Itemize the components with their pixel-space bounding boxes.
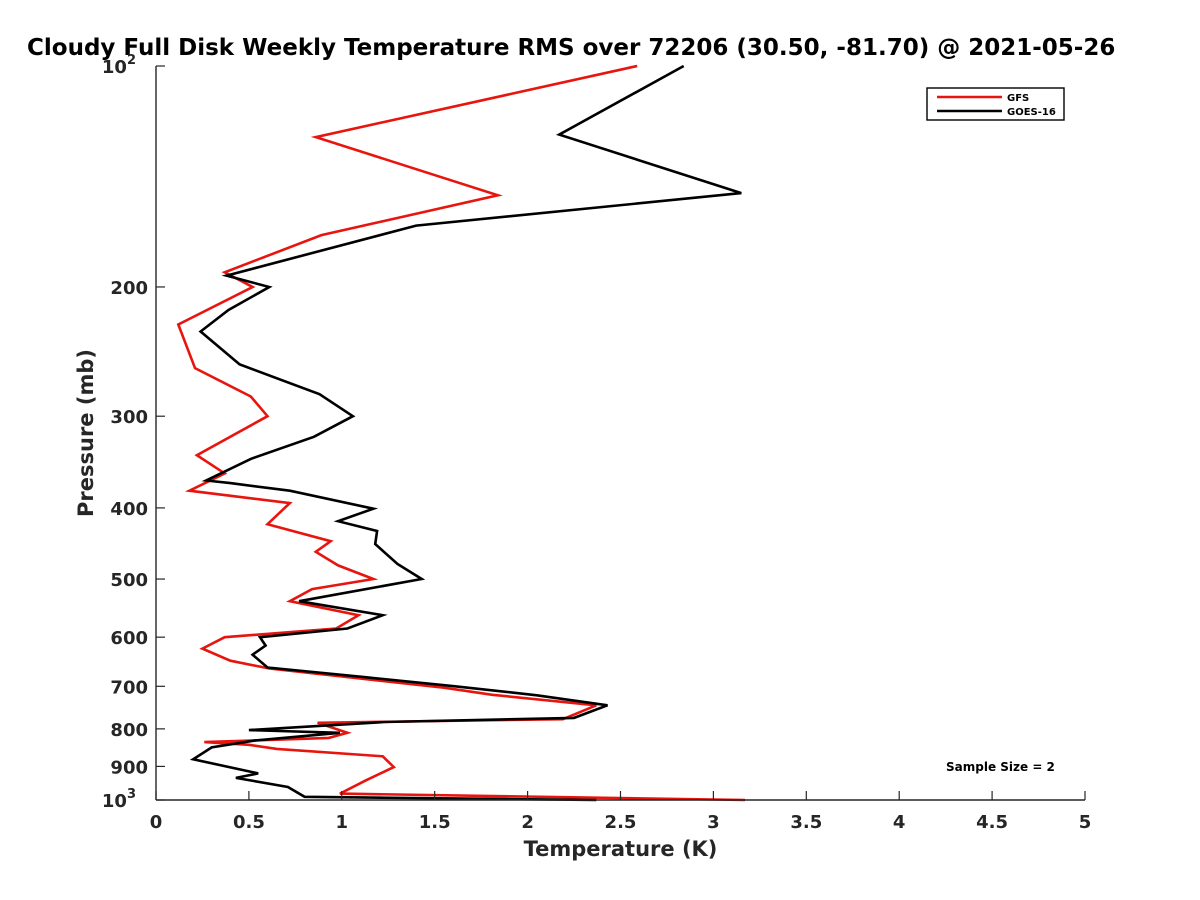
- x-axis-ticks: 0 0.5 1 1.5 2 2.5 3 3.5 4 4.5 5: [150, 791, 1092, 833]
- y-tick-label: 300: [110, 407, 148, 428]
- y-tick-label: 700: [110, 677, 148, 698]
- y-tick-label: 200: [110, 278, 148, 299]
- legend: GFS GOES-16: [926, 87, 1065, 121]
- series-layer: [176, 64, 746, 802]
- y-tick-label: 800: [110, 720, 148, 741]
- y-tick-label: 400: [110, 499, 148, 520]
- y-axis-ticks: 102 200 300 400 500 600 700 800 900 103: [102, 53, 165, 812]
- plot-area: 0 0.5 1 1.5 2 2.5 3 3.5 4 4.5 5 102 200 300 400 500 600…: [102, 53, 1091, 833]
- x-tick-label: 0.5: [233, 812, 265, 833]
- y-tick-label: 900: [110, 757, 148, 778]
- series-line-1: [176, 64, 746, 802]
- legend-label: GFS: [1007, 93, 1029, 104]
- y-tick-label: 102: [102, 53, 136, 78]
- series-line-2: [189, 64, 742, 802]
- plot-background: [156, 66, 1085, 800]
- legend-box: [926, 87, 1065, 121]
- y-axis-label: Pressure (mb): [74, 349, 98, 517]
- legend-label: GOES-16: [1007, 107, 1056, 118]
- y-tick-label: 500: [110, 570, 148, 591]
- y-tick-label: 600: [110, 628, 148, 649]
- x-tick-label: 5: [1079, 812, 1092, 833]
- chart-title: Cloudy Full Disk Weekly Temperature RMS …: [27, 35, 1115, 61]
- x-tick-label: 1: [336, 812, 349, 833]
- x-tick-label: 4: [893, 812, 906, 833]
- x-tick-label: 1.5: [419, 812, 451, 833]
- x-tick-label: 2.5: [605, 812, 637, 833]
- x-tick-label: 3.5: [790, 812, 822, 833]
- sample-size-annotation: Sample Size = 2: [946, 760, 1055, 774]
- x-tick-label: 4.5: [976, 812, 1008, 833]
- x-tick-label: 0: [150, 812, 163, 833]
- x-tick-label: 2: [521, 812, 534, 833]
- y-tick-label: 103: [102, 787, 136, 812]
- x-axis-label: Temperature (K): [524, 837, 718, 861]
- x-tick-label: 3: [707, 812, 720, 833]
